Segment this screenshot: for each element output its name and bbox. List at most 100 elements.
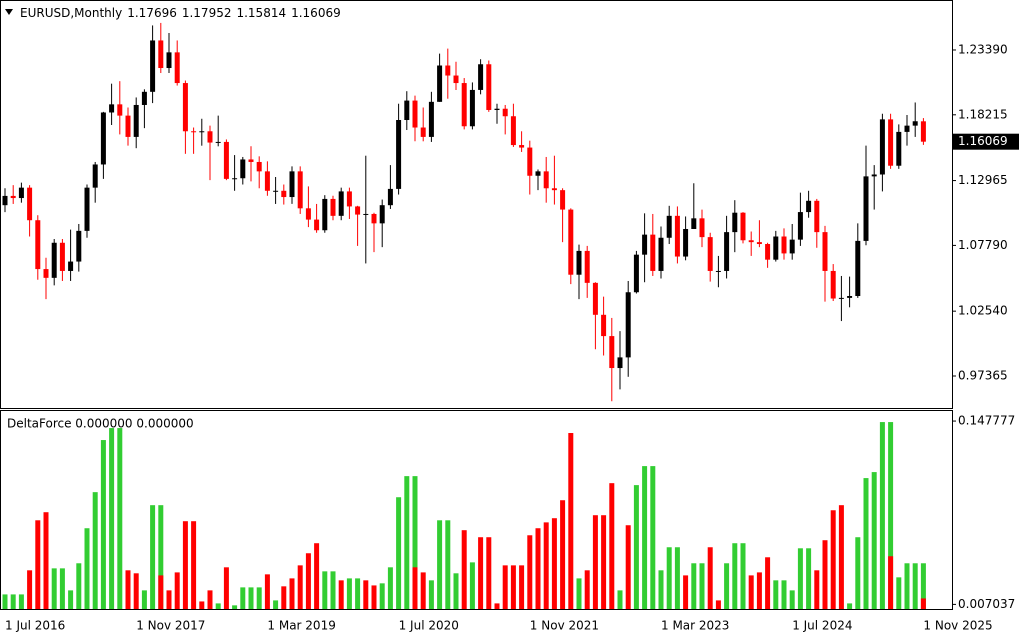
candle-body <box>765 244 771 260</box>
y-tick-label: 1.23390 <box>958 42 1008 56</box>
histogram-bar <box>510 565 516 609</box>
histogram-bar <box>822 540 828 609</box>
x-tick-label: 1 Nov 2017 <box>136 619 205 633</box>
histogram-bar <box>797 548 803 609</box>
histogram-bar <box>412 476 418 609</box>
candle-body <box>740 212 746 241</box>
candle-body <box>674 215 680 257</box>
candle-body <box>199 131 205 133</box>
histogram-bar <box>478 537 484 609</box>
histogram-bar <box>904 563 910 609</box>
histogram-bar <box>527 535 533 609</box>
histogram-bar <box>84 528 90 609</box>
candle-body <box>502 108 508 117</box>
candle-body <box>133 104 139 137</box>
histogram-bar <box>158 505 164 609</box>
histogram-bar <box>863 478 869 609</box>
histogram-bar <box>141 590 147 609</box>
candle-body <box>568 209 574 275</box>
candle-body <box>830 270 836 299</box>
candle-body <box>35 220 41 270</box>
histogram-bar <box>494 603 500 609</box>
histogram-bar <box>314 543 320 609</box>
histogram-bar <box>765 557 771 609</box>
histogram-bar <box>707 547 713 609</box>
candle-body <box>18 187 24 199</box>
histogram-bar <box>338 580 344 609</box>
histogram-bar <box>10 594 16 609</box>
symbol-label: EURUSD,Monthly <box>20 6 122 20</box>
histogram-bar <box>322 571 328 609</box>
candle-body <box>633 254 639 293</box>
histogram-bar <box>264 574 270 609</box>
x-tick-label: 1 Mar 2023 <box>661 619 729 633</box>
candle-body <box>715 270 721 272</box>
candle-body <box>10 195 16 199</box>
histogram-bar <box>847 603 853 609</box>
histogram-bar <box>166 590 172 609</box>
candle-body <box>2 195 8 206</box>
histogram-bar <box>363 580 369 609</box>
candle-body <box>51 242 57 278</box>
histogram-bar <box>666 547 672 609</box>
candle-body <box>182 83 188 132</box>
histogram-bar <box>150 505 156 609</box>
histogram-bar <box>437 520 443 609</box>
candle-body <box>346 191 352 207</box>
histogram-bar <box>207 590 213 609</box>
histogram-bar <box>650 466 656 609</box>
candle-body <box>125 115 131 137</box>
ohlc-value: 1.17696 <box>127 6 177 20</box>
menu-triangle <box>5 9 13 15</box>
histogram-bar <box>633 485 639 609</box>
candle-body <box>814 200 820 233</box>
candle-body <box>510 116 516 146</box>
candle-body <box>461 83 467 127</box>
candle-body <box>527 147 533 176</box>
chart-title: EURUSD,Monthly 1.17696 1.17952 1.15814 1.160… <box>20 6 341 20</box>
last-price-box <box>953 133 1019 150</box>
candle-body <box>478 64 484 90</box>
candle-body <box>453 75 459 84</box>
histogram-bar <box>683 575 689 609</box>
histogram-bar <box>35 520 41 609</box>
candle-body <box>781 236 787 254</box>
candle-body <box>174 52 180 84</box>
histogram-bar <box>412 567 418 609</box>
histogram-bar <box>732 543 738 609</box>
candle-body <box>617 357 623 369</box>
histogram-bar <box>920 598 926 609</box>
candle-body <box>838 297 844 299</box>
candle-body <box>27 187 33 221</box>
histogram-bar <box>355 578 361 609</box>
histogram-bar <box>297 565 303 609</box>
histogram-bar <box>191 521 197 609</box>
histogram-bar <box>781 580 787 609</box>
histogram-bar <box>117 428 123 609</box>
candle-body <box>371 213 377 224</box>
histogram-bar <box>92 492 98 609</box>
histogram-bar <box>920 563 926 609</box>
histogram-bar <box>305 553 311 609</box>
candle-body <box>863 176 869 241</box>
candle-body <box>691 218 697 229</box>
candle-body <box>773 236 779 260</box>
candle-body <box>609 336 615 369</box>
histogram-bar <box>838 505 844 609</box>
candle-body <box>355 206 361 215</box>
candle-body <box>158 40 164 69</box>
y-tick-label: 1.07790 <box>958 238 1008 252</box>
histogram-bar <box>174 572 180 609</box>
histogram-bar <box>740 543 746 609</box>
candle-body <box>256 161 262 172</box>
histogram-bar <box>396 497 402 609</box>
candle-body <box>551 188 557 191</box>
candle-body <box>437 65 443 102</box>
histogram-bar <box>773 580 779 609</box>
ohlc-value: 1.17952 <box>182 6 232 20</box>
histogram-bar <box>560 500 566 609</box>
indicator-title: DeltaForce 0.000000 0.000000 <box>7 417 194 431</box>
ohlc-value: 1.16069 <box>291 6 341 20</box>
candle-body <box>412 100 418 128</box>
candle-body <box>658 237 664 271</box>
